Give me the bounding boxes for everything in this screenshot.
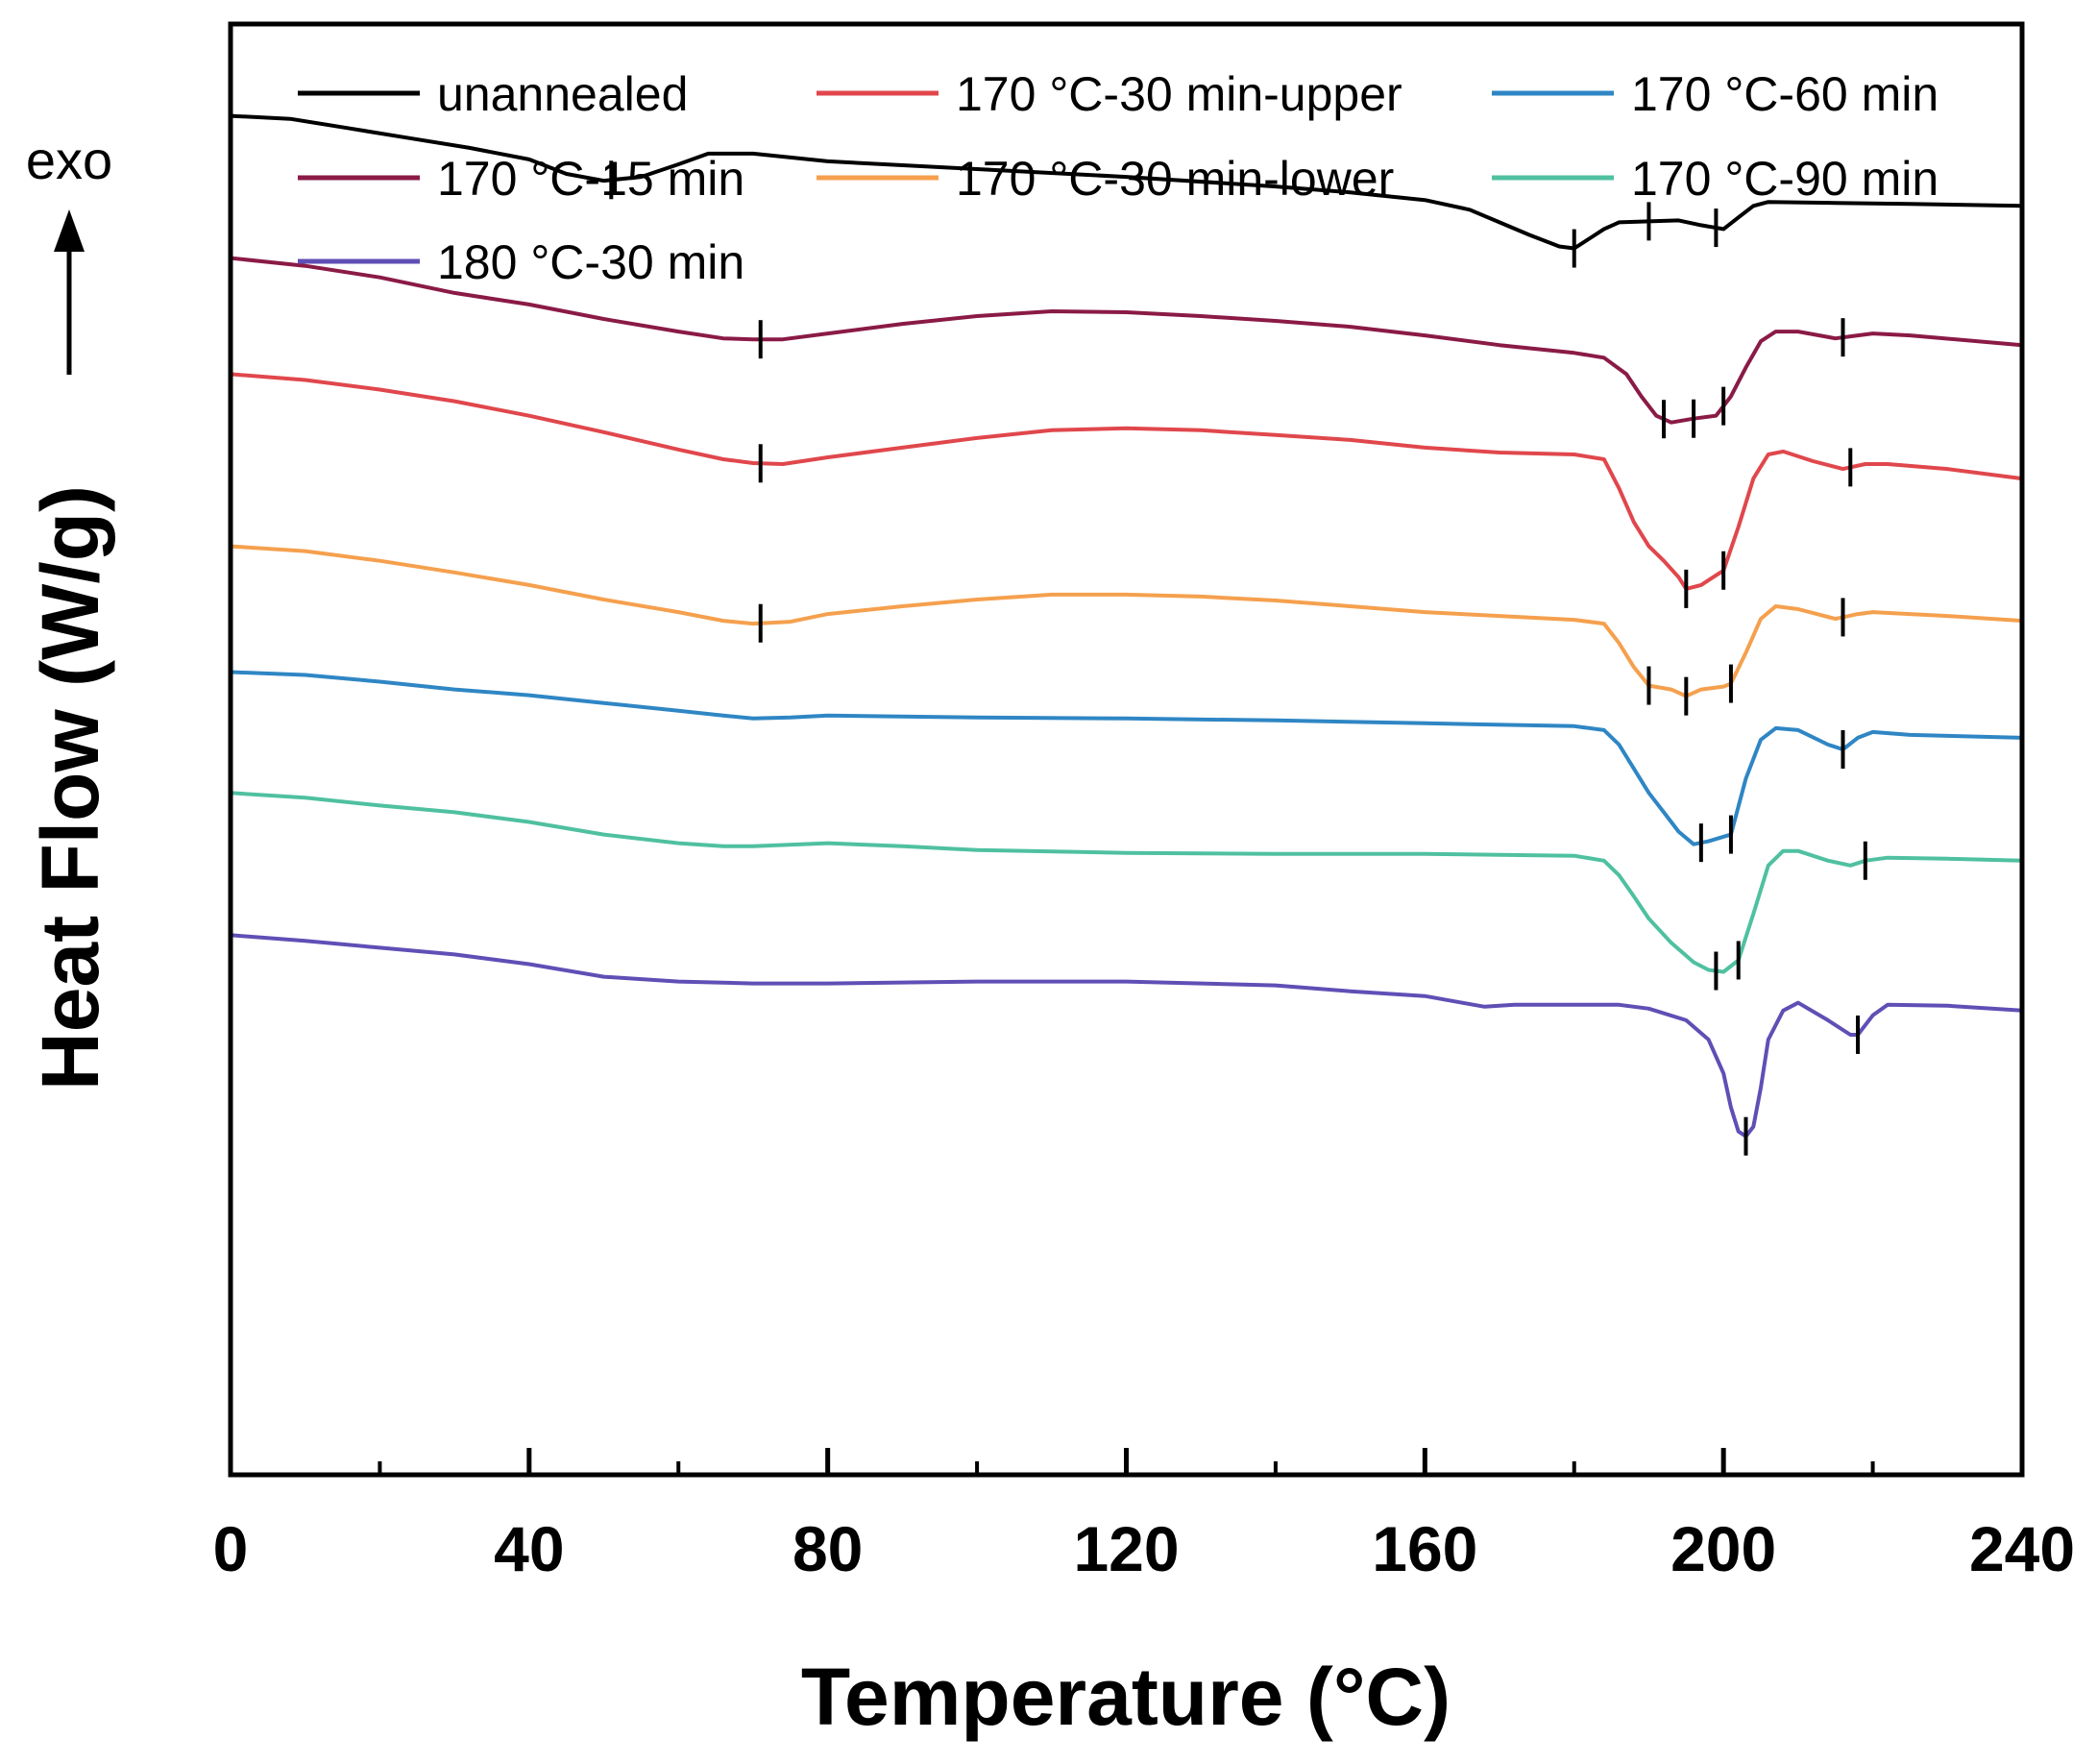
marker-layer [609,160,1867,1156]
series-line-2 [229,256,2024,425]
exo-arrow-head [54,209,85,252]
series-line-6 [229,791,2024,974]
legend-label: 170 °C-30 min-upper [956,67,1402,121]
exo-label: exo [26,130,112,190]
legend-label: unannealed [437,67,688,121]
legend-label: 170 °C-30 min-lower [956,152,1394,206]
legend-label: 170 °C-15 min [437,152,744,206]
legend-label: 180 °C-30 min [437,235,744,289]
series-line-3 [229,372,2024,591]
legend-label: 170 °C-90 min [1631,152,1939,206]
legend: unannealed 170 °C-30 min-upper 170 °C-60 m… [298,67,1939,289]
series-layer [229,113,2024,1139]
x-axis-title: Temperature (°C) [801,1652,1451,1742]
x-tick-label: 0 [213,1513,249,1584]
y-axis-title: Heat Flow (W/g) [25,485,115,1090]
series-line-5 [229,670,2024,846]
series-line-7 [229,933,2024,1139]
x-tick-label: 40 [494,1513,564,1584]
x-tick-label: 80 [792,1513,863,1584]
x-tick-labels: 0 40 80 120 160 200 240 [213,1513,2075,1584]
x-tick-label: 120 [1073,1513,1179,1584]
series-line-1 [229,113,2024,251]
legend-label: 170 °C-60 min [1631,67,1939,121]
series-line-4 [229,544,2024,698]
x-tick-label: 160 [1372,1513,1477,1584]
x-ticks [228,1448,2025,1475]
x-tick-label: 200 [1670,1513,1776,1584]
x-tick-label: 240 [1969,1513,2075,1584]
